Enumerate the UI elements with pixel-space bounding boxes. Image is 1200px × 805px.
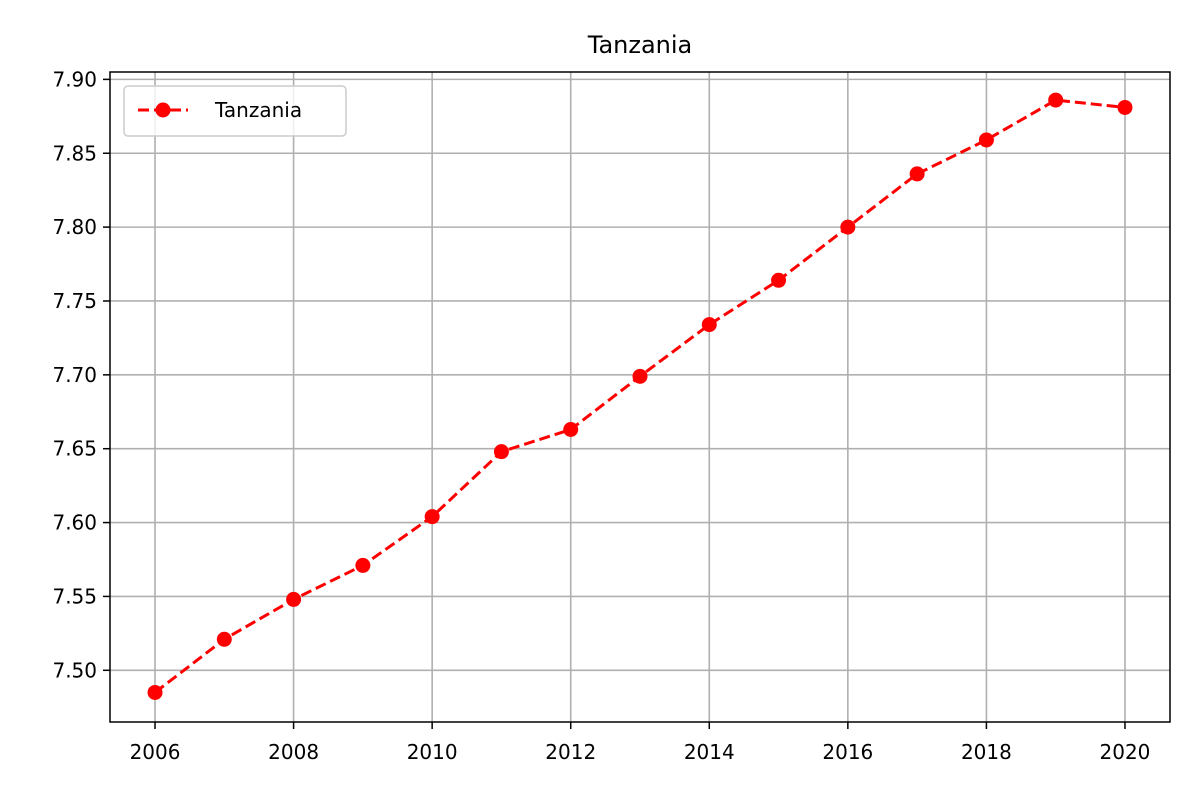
x-tick-label: 2006 (130, 740, 181, 764)
y-tick-label: 7.85 (52, 141, 97, 165)
data-point (216, 631, 232, 647)
x-tick-label: 2014 (684, 740, 735, 764)
x-tick-label: 2020 (1100, 740, 1151, 764)
plot-frame (109, 71, 1171, 723)
y-tick-label: 7.75 (52, 289, 97, 313)
data-point (632, 368, 648, 384)
data-point (978, 132, 994, 148)
y-tick-label: 7.65 (52, 437, 97, 461)
data-point (355, 557, 371, 573)
legend-label: Tanzania (214, 98, 302, 122)
chart-title: Tanzania (587, 31, 693, 59)
x-tick-label: 2016 (822, 740, 873, 764)
legend: Tanzania (123, 85, 347, 137)
y-tick-label: 7.55 (52, 584, 97, 608)
data-point (1048, 92, 1064, 108)
series-layer (147, 92, 1133, 700)
data-point (1117, 99, 1133, 115)
data-point (286, 591, 302, 607)
y-tick-label: 7.50 (52, 658, 97, 682)
data-point (424, 509, 440, 525)
x-tick-label: 2018 (961, 740, 1012, 764)
axes: 2006 2008 2010 2012 2014 2016 2018 2020 7.50 7.55… (52, 67, 1150, 764)
y-tick-label: 7.60 (52, 511, 97, 535)
y-tick-label: 7.90 (52, 67, 97, 91)
data-point (909, 166, 925, 182)
legend-marker-swatch (155, 102, 171, 118)
grid-lines (110, 72, 1170, 722)
data-point (771, 272, 787, 288)
x-tick-label: 2012 (545, 740, 596, 764)
x-tick-label: 2010 (407, 740, 458, 764)
data-point (563, 422, 579, 437)
y-tick-label: 7.70 (52, 363, 97, 387)
data-point (701, 317, 717, 333)
data-point (840, 219, 856, 235)
y-tick-label: 7.80 (52, 215, 97, 239)
data-point (493, 444, 509, 460)
x-tick-label: 2008 (268, 740, 319, 764)
series-line (154, 98, 1126, 694)
data-point (147, 684, 163, 700)
legend-box (123, 85, 347, 137)
